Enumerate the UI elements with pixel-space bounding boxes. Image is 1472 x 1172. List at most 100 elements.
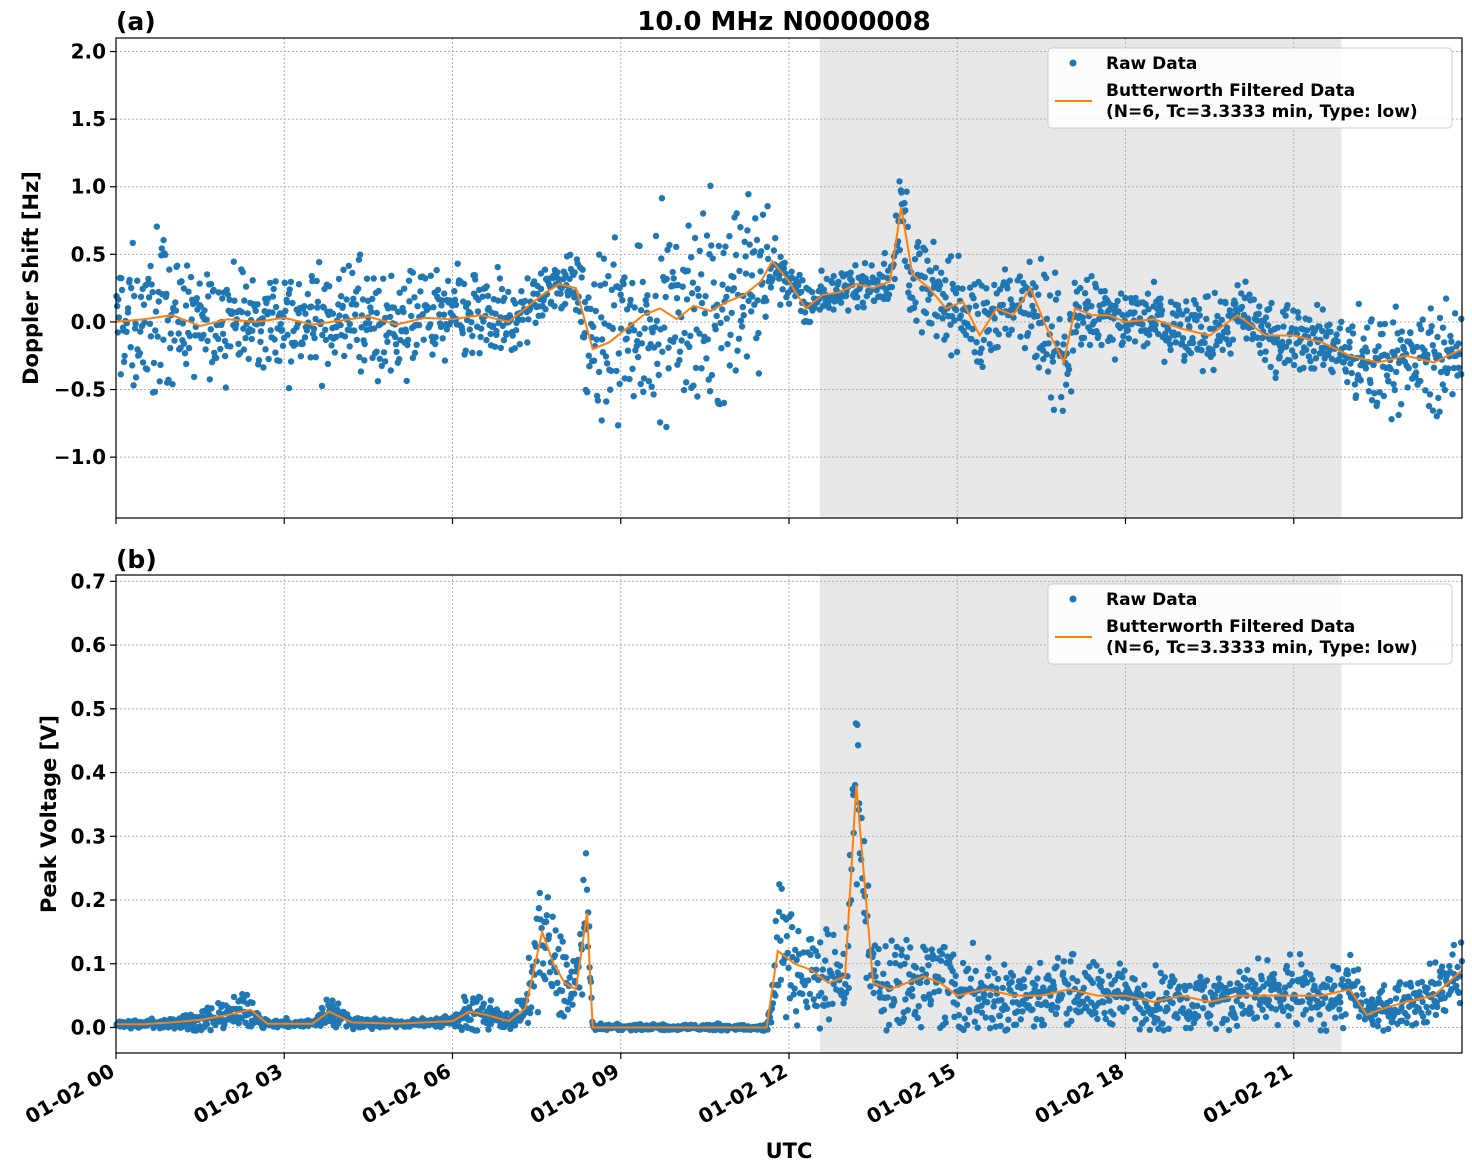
raw-data-point: [1319, 1000, 1326, 1007]
x-tick-label: 01-02 12: [694, 1059, 792, 1129]
raw-data-point: [249, 999, 256, 1006]
raw-data-point: [783, 932, 791, 940]
raw-data-point: [1441, 386, 1449, 394]
raw-data-point: [1035, 291, 1042, 298]
raw-data-point: [1442, 1007, 1449, 1014]
y-tick-label: 1.5: [71, 107, 106, 131]
raw-data-point: [901, 960, 908, 968]
raw-data-point: [208, 358, 216, 366]
raw-data-point: [821, 995, 829, 1002]
raw-data-point: [1246, 291, 1253, 298]
raw-data-point: [921, 274, 928, 281]
raw-data-point: [799, 990, 806, 998]
raw-data-point: [355, 285, 362, 292]
raw-data-point: [1106, 997, 1113, 1004]
raw-data-point: [1244, 966, 1251, 974]
raw-data-point: [549, 982, 556, 990]
raw-data-point: [244, 310, 251, 317]
raw-data-point: [934, 313, 941, 320]
raw-data-point: [1381, 320, 1389, 328]
raw-data-point: [986, 340, 993, 348]
raw-data-point: [1211, 991, 1219, 999]
legend-filtered-params: (N=6, Tc=3.3333 min, Type: low): [1106, 638, 1418, 658]
raw-data-point: [1403, 1019, 1410, 1027]
raw-data-point: [634, 353, 642, 361]
raw-data-point: [497, 344, 504, 352]
raw-data-point: [1265, 996, 1273, 1004]
raw-data-point: [625, 328, 632, 335]
raw-data-point: [842, 989, 850, 996]
raw-data-point: [989, 1016, 996, 1023]
raw-data-point: [1374, 1022, 1381, 1030]
raw-data-point: [164, 317, 172, 324]
raw-data-point: [586, 363, 593, 370]
raw-data-point: [451, 296, 459, 303]
raw-data-point: [780, 265, 788, 272]
raw-data-point: [954, 284, 961, 292]
raw-data-point: [1218, 316, 1226, 324]
raw-data-point: [1077, 284, 1084, 292]
raw-data-point: [203, 316, 210, 323]
raw-data-point: [153, 223, 160, 230]
raw-data-point: [609, 325, 616, 333]
raw-data-point: [569, 1001, 576, 1008]
raw-data-point: [1156, 1005, 1164, 1012]
raw-data-point: [764, 203, 771, 210]
raw-data-point: [1016, 273, 1024, 280]
raw-data-point: [1209, 350, 1217, 358]
raw-data-point: [1191, 311, 1199, 319]
raw-data-point: [1439, 324, 1447, 331]
raw-data-point: [788, 268, 795, 275]
raw-data-point: [207, 280, 215, 288]
raw-data-point: [904, 223, 911, 230]
raw-data-point: [1012, 1021, 1020, 1028]
raw-data-point: [1417, 325, 1425, 333]
raw-data-point: [583, 886, 591, 893]
raw-data-point: [986, 966, 993, 973]
raw-data-point: [1046, 292, 1054, 299]
raw-data-point: [1425, 1009, 1432, 1016]
raw-data-point: [959, 285, 966, 292]
raw-data-point: [1258, 976, 1266, 983]
raw-data-point: [992, 1023, 999, 1030]
raw-data-point: [1052, 1010, 1060, 1018]
raw-data-point: [1429, 1003, 1436, 1010]
raw-data-point: [1441, 339, 1448, 346]
raw-data-point: [999, 301, 1007, 309]
raw-data-point: [581, 298, 589, 306]
raw-data-point: [777, 976, 785, 984]
raw-data-point: [1423, 1018, 1431, 1026]
raw-data-point: [758, 248, 765, 255]
raw-data-point: [655, 371, 662, 379]
raw-data-point: [898, 189, 905, 196]
raw-data-point: [1282, 312, 1289, 319]
raw-data-point: [255, 357, 263, 364]
raw-data-point: [795, 282, 802, 289]
raw-data-point: [1363, 998, 1370, 1005]
raw-data-point: [269, 293, 277, 300]
raw-data-point: [979, 363, 986, 371]
raw-data-point: [380, 275, 387, 282]
raw-data-point: [1419, 316, 1426, 323]
raw-data-point: [185, 288, 192, 295]
raw-data-point: [742, 270, 750, 277]
raw-data-point: [1436, 408, 1443, 415]
raw-data-point: [295, 281, 303, 288]
raw-data-point: [1150, 278, 1158, 285]
raw-data-point: [903, 954, 911, 961]
raw-data-point: [179, 320, 186, 327]
raw-data-point: [644, 292, 651, 299]
raw-data-point: [480, 318, 487, 325]
raw-data-point: [1062, 381, 1070, 388]
raw-data-point: [301, 303, 308, 310]
raw-data-point: [723, 293, 730, 300]
raw-data-point: [1007, 987, 1014, 994]
raw-data-point: [132, 320, 139, 327]
raw-data-point: [735, 335, 743, 342]
raw-data-point: [726, 233, 733, 240]
raw-data-point: [822, 957, 829, 964]
raw-data-point: [1336, 325, 1344, 332]
raw-data-point: [1375, 1017, 1382, 1024]
raw-data-point: [705, 376, 712, 383]
legend-filtered-label: Butterworth Filtered Data: [1106, 81, 1355, 101]
